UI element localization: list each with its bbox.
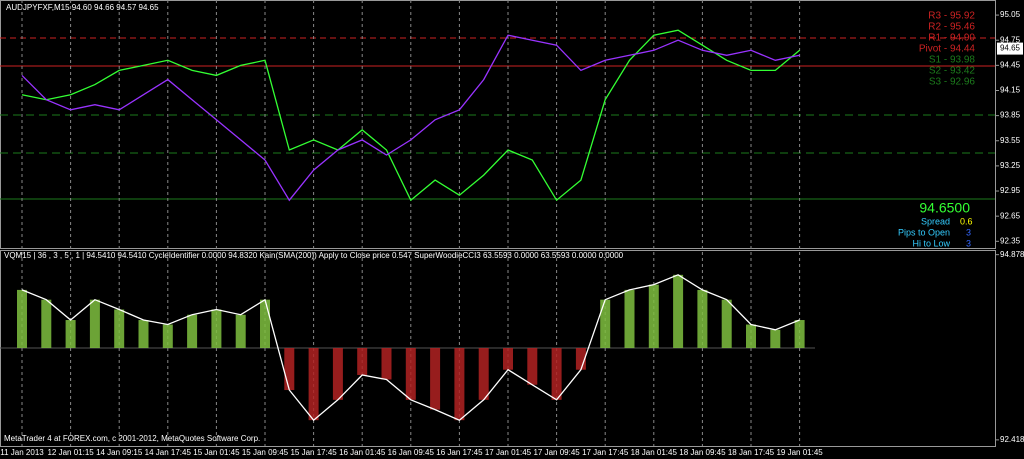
pivot-label: R3 - 95.92: [928, 11, 975, 22]
histogram-bar: [357, 348, 368, 375]
x-tick-label: 15 Jan 01:45: [193, 448, 240, 457]
x-tick-label: 16 Jan 09:45: [388, 448, 435, 457]
histogram-bar: [41, 299, 52, 348]
y-tick-label: 94.15: [1000, 86, 1021, 95]
x-tick-label: 16 Jan 01:45: [339, 448, 386, 457]
histogram-bar: [600, 299, 611, 348]
y-tick-label: 94.45: [1000, 60, 1021, 69]
spread-label: Spread: [921, 216, 950, 226]
histogram-bar: [211, 309, 222, 348]
histogram-bar: [478, 348, 489, 400]
pivot-label: S2 - 93.42: [929, 66, 976, 77]
x-tick-label: 15 Jan 17:45: [290, 448, 337, 457]
x-tick-label: 12 Jan 01:15: [47, 448, 94, 457]
x-tick-label: 17 Jan 01:45: [485, 448, 532, 457]
histogram-bar: [454, 348, 465, 421]
y-tick-label: 92.95: [1000, 186, 1021, 195]
y-tick-label: 94.8781: [1000, 250, 1024, 259]
histogram-bar: [648, 284, 659, 348]
current-price: 94.6500: [919, 200, 970, 216]
histogram-bar: [308, 348, 319, 421]
histogram-bar: [381, 348, 392, 380]
price-line: [21, 34, 800, 202]
y-tick-label: 92.4181: [1000, 435, 1024, 444]
histogram-bar: [332, 348, 343, 400]
range-value: 3: [966, 238, 971, 248]
histogram-bar: [138, 320, 149, 348]
histogram-bar: [65, 320, 76, 348]
main-pane: [0, 0, 996, 249]
last-price-box: [997, 42, 1023, 55]
x-tick-label: 18 Jan 01:45: [631, 448, 678, 457]
y-tick-label: 95.05: [1000, 10, 1021, 19]
last-price-label: 94.65: [1000, 44, 1021, 53]
histogram-bar: [235, 314, 246, 348]
price-line: [21, 29, 801, 202]
pivot-label: Pivot - 94.44: [919, 44, 976, 55]
y-tick-label: 92.35: [1000, 236, 1021, 245]
histogram-bar: [721, 299, 732, 348]
copyright: MetaTrader 4 at FOREX.com, c 2001-2012, …: [4, 434, 260, 443]
histogram-bar: [17, 289, 27, 348]
range-label: Hi to Low: [912, 238, 950, 248]
histogram-bar: [770, 329, 781, 348]
pivot-label: R1 - 94.90: [928, 33, 975, 44]
histogram-bar: [746, 324, 756, 348]
histogram-bar: [575, 348, 586, 370]
spread-value: 0.6: [960, 216, 973, 226]
symbol-header: AUDJPYFXF,M15 94.60 94.66 94.57 94.65: [6, 3, 159, 12]
x-tick-label: 15 Jan 09:45: [242, 448, 289, 457]
y-tick-label: 94.75: [1000, 35, 1021, 44]
x-tick-label: 18 Jan 09:45: [679, 448, 726, 457]
x-tick-label: 14 Jan 09:15: [96, 448, 143, 457]
histogram-bar: [430, 348, 441, 410]
histogram-bar: [89, 299, 100, 348]
y-tick-label: 93.85: [1000, 111, 1021, 120]
x-tick-label: 11 Jan 2013: [0, 448, 44, 457]
oscillator-line: [21, 274, 800, 422]
histogram-bar: [405, 348, 416, 400]
pivot-label: R2 - 95.46: [928, 22, 975, 33]
histogram-bar: [794, 320, 805, 348]
x-tick-label: 17 Jan 17:45: [582, 448, 629, 457]
x-tick-label: 18 Jan 17:45: [728, 448, 775, 457]
histogram-bar: [187, 314, 198, 348]
x-tick-label: 19 Jan 01:45: [776, 448, 823, 457]
y-tick-label: 92.65: [1000, 211, 1021, 220]
x-tick-label: 16 Jan 17:45: [436, 448, 483, 457]
pips-value: 3: [966, 227, 971, 237]
histogram-bar: [114, 309, 125, 348]
histogram-bar: [673, 274, 684, 348]
histogram-bar: [697, 289, 708, 348]
indicator-header: VQM15 | 36 , 3 , 5 , 1 | 94.5410 94.5410…: [4, 251, 624, 260]
histogram-bar: [284, 348, 295, 391]
histogram-bar: [527, 348, 538, 385]
y-tick-label: 93.55: [1000, 136, 1021, 145]
histogram-bar: [624, 289, 635, 348]
histogram-bar: [260, 299, 270, 348]
y-tick-label: 93.25: [1000, 161, 1021, 170]
pivot-label: S1 - 93.98: [929, 55, 976, 66]
histogram-bar: [162, 324, 173, 348]
pivot-label: S3 - 92.96: [929, 77, 976, 88]
x-tick-label: 14 Jan 17:45: [145, 448, 192, 457]
x-tick-label: 17 Jan 09:45: [533, 448, 580, 457]
histogram-bar: [551, 348, 562, 400]
pips-label: Pips to Open: [898, 227, 950, 237]
histogram-bar: [503, 348, 513, 370]
